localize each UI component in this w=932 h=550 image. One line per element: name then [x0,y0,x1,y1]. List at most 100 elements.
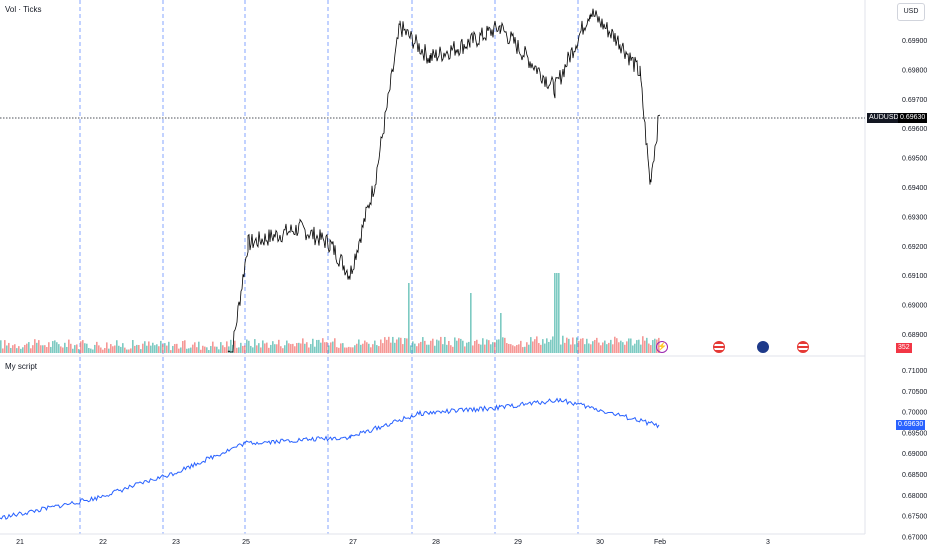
volume-bar [416,346,418,353]
volume-bar [560,344,562,353]
volume-bar [596,337,598,353]
script-axis: 0.71000 0.70500 0.70000 0.69500 0.69000 0.685… [902,368,927,541]
volume-bar [258,343,260,353]
volume-bar [310,344,312,353]
time-tick-label: 25 [242,539,250,546]
volume-bar [356,343,358,353]
volume-bar [578,340,580,353]
volume-bar [72,348,74,353]
volume-bar [364,340,366,353]
volume-bar [522,347,524,353]
volume-bar [116,340,118,353]
volume-bar [344,347,346,353]
volume-bar [272,341,274,353]
volume-bar [410,345,412,353]
volume-bar [434,345,436,353]
volume-bar [460,338,462,353]
volume-bar [26,343,28,353]
volume-bar [614,336,616,353]
volume-bar [406,338,408,353]
volume-bar [114,345,116,353]
volume-bar [506,343,508,353]
volume-bar [122,343,124,353]
volume-bar [52,341,54,353]
volume-bar [130,348,132,353]
volume-bar [484,344,486,353]
volume-bar [306,342,308,353]
volume-bar [198,341,200,353]
currency-button[interactable]: USD [897,3,925,21]
us-flag-icon[interactable] [797,341,809,353]
volume-bar [476,339,478,353]
volume-bar [188,348,190,353]
volume-bar [312,338,314,353]
volume-bar [496,339,498,353]
volume-bar [244,345,246,353]
volume-bar [642,336,644,353]
volume-bar [184,340,186,353]
volume-bar [270,344,272,353]
volume-bar [318,339,320,353]
volume-bar [0,340,2,353]
symbol-tag: AUDUSD [867,113,901,123]
volume-bar [268,347,270,353]
volume-bar [194,342,196,353]
volume-bar [94,344,96,353]
volume-bar [502,337,504,353]
volume-bar [106,342,108,353]
volume-bar [346,347,348,353]
lightning-icon[interactable]: ⚡ [656,341,668,353]
volume-bar [294,346,296,353]
volume-bar [120,346,122,353]
volume-bar [8,342,10,353]
volume-bar [192,344,194,353]
volume-bar [68,339,70,353]
volume-bar [366,342,368,353]
volume-bar [298,342,300,353]
volume-bar [550,339,552,353]
volume-bar [602,342,604,353]
volume-bar [12,345,14,353]
volume-bar [582,338,584,353]
volume-bar [144,341,146,353]
volume-bar [592,341,594,353]
volume-bar [62,347,64,353]
time-tick-label: 3 [766,539,770,546]
volume-bar [632,345,634,353]
volume-bar [168,341,170,353]
script-tick-label: 0.70500 [902,389,927,396]
volume-bar [230,339,232,353]
volume-bar [398,337,400,353]
volume-bar [254,339,256,353]
volume-bar [426,344,428,353]
volume-bar [638,339,640,353]
volume-bar [332,341,334,353]
volume-bar [648,343,650,353]
volume-bar [70,343,72,353]
volume-bar [352,347,354,353]
volume-bar [224,347,226,353]
volume-bar [276,344,278,353]
volume-bar [368,343,370,353]
volume-bar [360,344,362,353]
volume-badge: 352 [896,343,912,353]
au-flag-icon[interactable] [757,341,769,353]
us-flag-icon[interactable] [713,341,725,353]
volume-bar [304,343,306,353]
volume-bar [634,343,636,353]
time-tick-label: Feb [654,539,666,546]
volume-bar [266,342,268,353]
price-tick-label: 0.69500 [902,156,927,163]
volume-bar [296,343,298,353]
volume-bar [598,342,600,353]
volume-bar [404,338,406,353]
script-value-tag: 0.69630 [896,420,926,430]
volume-bar [408,283,410,353]
volume-bar [380,339,382,353]
volume-bar [514,346,516,353]
volume-bar [498,339,500,353]
volume-bar [402,344,404,353]
price-tick-label: 0.69300 [902,214,927,221]
volume-bar [324,342,326,353]
